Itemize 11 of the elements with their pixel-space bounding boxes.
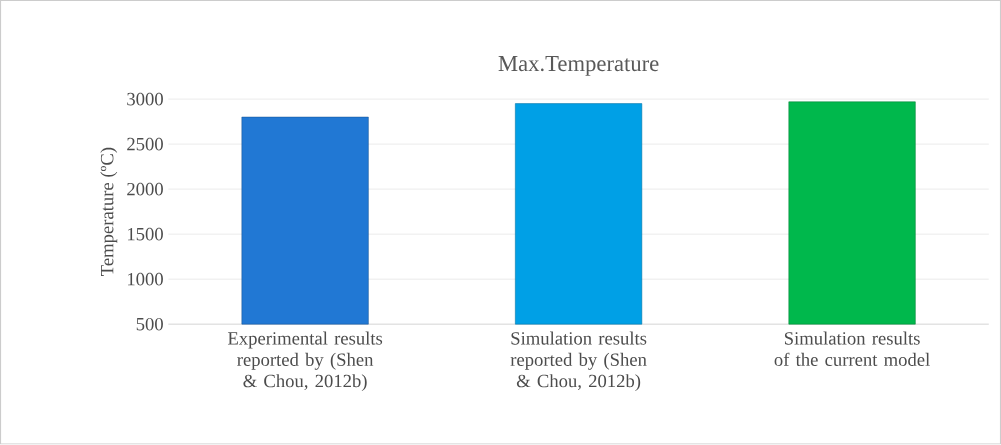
x-tick-label: Simulation results reported by (Shen & Chou, 2012b) xyxy=(510,331,647,392)
chart-title: Max.Temperature xyxy=(498,56,659,76)
y-tick-label: 1000 xyxy=(127,273,163,286)
y-tick-label: 500 xyxy=(136,318,163,331)
y-tick-label: 3000 xyxy=(127,92,163,106)
y-tick-label: 1500 xyxy=(127,228,163,241)
x-tick-label: Simulation results of the current model xyxy=(774,331,930,367)
x-tick-label: Experimental results reported by (Shen & Chou, 2012b) xyxy=(227,331,383,392)
y-axis-title: Temperature (ºC) xyxy=(100,148,118,277)
y-tick-label: 2000 xyxy=(127,183,163,196)
y-tick-label: 2500 xyxy=(127,138,163,151)
